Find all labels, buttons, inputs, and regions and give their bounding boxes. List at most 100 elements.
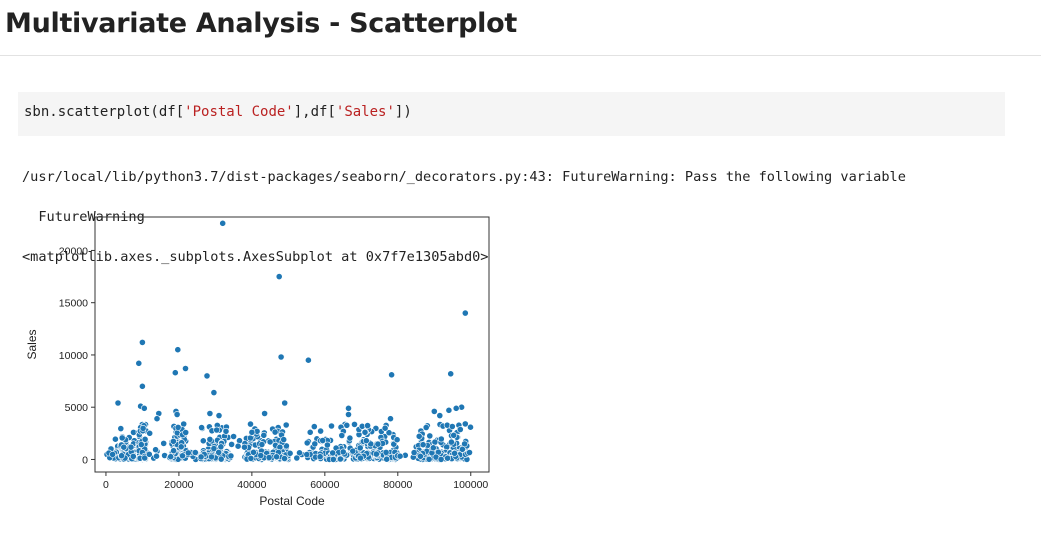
page-title: Multivariate Analysis - Scatterplot <box>5 8 517 39</box>
scatter-point <box>387 415 394 423</box>
scatter-point <box>152 446 159 454</box>
scatter-point <box>323 441 331 449</box>
scatter-point <box>135 359 143 367</box>
scatter-point <box>345 404 352 412</box>
scatter-point <box>281 455 288 462</box>
scatter-point <box>329 449 337 457</box>
scatter-point <box>372 450 380 458</box>
scatter-point <box>445 406 453 414</box>
scatter-point <box>112 435 119 443</box>
scatter-point <box>388 371 395 379</box>
x-axis-label: Postal Code <box>259 494 325 508</box>
scatter-point <box>458 445 466 453</box>
x-tick-label: 40000 <box>237 479 266 491</box>
scatter-point <box>316 453 324 461</box>
scatter-point <box>362 437 370 445</box>
cell-output: /usr/local/lib/python3.7/dist-packages/s… <box>22 147 1041 287</box>
scatter-point <box>311 440 319 448</box>
scatter-point <box>382 448 390 456</box>
scatter-point <box>374 440 382 448</box>
scatter-point <box>303 439 311 447</box>
scatter-point <box>140 404 148 412</box>
scatter-point <box>184 449 192 457</box>
scatter-point <box>450 431 458 439</box>
ticks-layer: 0 20000 40000 60000 80000 100000 0 5000 10000 150… <box>59 245 489 491</box>
scatter-point <box>236 437 243 445</box>
scatter-point <box>217 455 225 463</box>
scatter-point <box>458 403 465 411</box>
scatter-point <box>396 452 404 460</box>
scatter-point <box>139 382 146 390</box>
scatter-point <box>349 447 357 455</box>
scatter-point <box>310 423 318 430</box>
scatter-point <box>250 448 257 456</box>
scatter-point <box>437 455 445 463</box>
scatter-point <box>118 434 126 442</box>
scatter-point <box>436 412 444 419</box>
scatter-point <box>277 353 285 361</box>
scatter-point <box>146 429 154 437</box>
scatter-point <box>260 431 268 439</box>
y-axis-label: Sales <box>25 329 39 359</box>
scatter-point <box>452 404 460 412</box>
code-string-sales: 'Sales' <box>335 104 395 120</box>
scatter-point <box>364 422 371 429</box>
scatter-point <box>139 424 147 432</box>
scatter-point <box>241 443 248 451</box>
title-divider <box>0 55 1041 56</box>
scatter-point <box>197 453 205 461</box>
scatter-point <box>448 423 456 430</box>
scatter-point <box>415 432 423 440</box>
scatter-point <box>343 421 351 429</box>
scatter-point <box>120 443 128 451</box>
scatter-point <box>467 423 474 431</box>
scatter-point <box>317 427 324 435</box>
scatter-point <box>139 338 146 346</box>
scatter-point <box>137 441 145 448</box>
scatter-point <box>230 433 237 440</box>
scatter-point <box>228 440 235 448</box>
scatter-point <box>425 455 433 463</box>
scatter-point <box>444 454 451 462</box>
scatter-point <box>280 436 288 443</box>
scatter-point <box>174 346 182 354</box>
scatter-point <box>431 438 439 446</box>
scatter-point <box>153 415 161 423</box>
scatter-point <box>109 450 116 458</box>
warning-line-2: FutureWarning <box>22 209 145 225</box>
scatter-point <box>234 442 242 450</box>
scatter-point <box>296 449 303 457</box>
scatter-point <box>145 450 153 458</box>
scatter-point <box>361 428 369 436</box>
scatter-point <box>346 434 354 442</box>
scatter-point <box>206 435 214 443</box>
scatter-point <box>338 432 346 439</box>
scatter-point <box>174 423 182 431</box>
points-layer <box>103 219 474 463</box>
scatter-point <box>339 448 347 456</box>
x-tick-label: 60000 <box>310 479 339 491</box>
axes-repr-line: <matplotlib.axes._subplots.AxesSubplot a… <box>22 249 489 265</box>
scatter-point <box>261 410 268 417</box>
scatter-point <box>141 454 149 462</box>
y-tick-label: 10000 <box>59 350 88 362</box>
scatter-point <box>171 369 179 377</box>
scatter-point <box>419 441 427 449</box>
x-tick-label: 0 <box>103 479 109 491</box>
scatter-point <box>198 424 205 431</box>
scatter-point <box>248 428 256 436</box>
x-tick-label: 80000 <box>383 479 412 491</box>
scatter-point <box>447 438 455 446</box>
scatter-point <box>141 435 149 443</box>
scatter-point <box>177 443 185 451</box>
scatter-point <box>213 426 221 434</box>
scatter-point <box>286 449 294 457</box>
code-cell[interactable]: sbn.scatterplot(df['Postal Code'],df['Sa… <box>18 92 1005 136</box>
scatter-point <box>275 273 283 280</box>
scatter-point <box>227 452 235 460</box>
scatter-point <box>219 219 227 227</box>
scatter-point <box>437 435 445 443</box>
y-tick-label: 15000 <box>59 298 88 310</box>
scatter-point <box>319 437 327 444</box>
scatter-point <box>345 411 352 418</box>
